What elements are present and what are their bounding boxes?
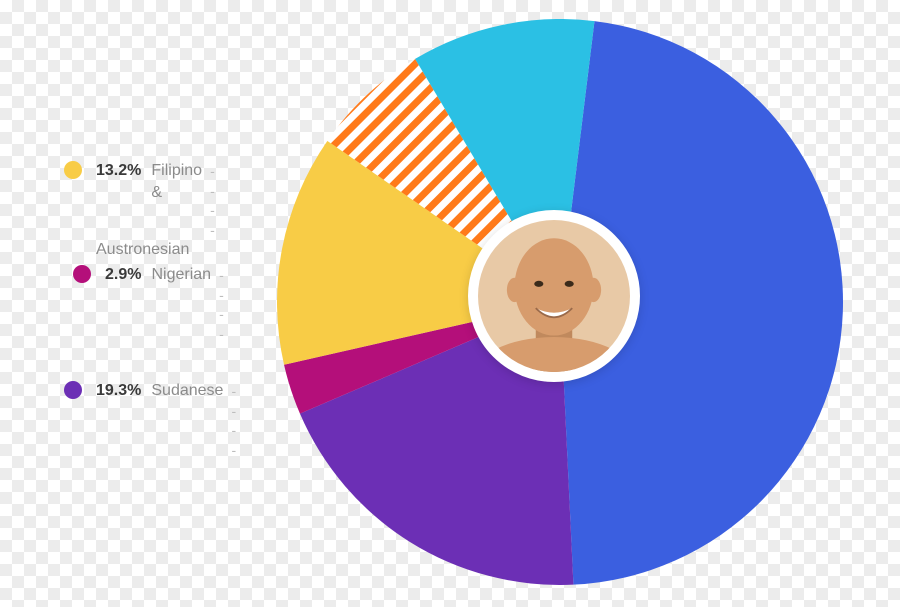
- legend-label: Sudanese: [151, 380, 223, 402]
- legend-leader-dashes: - - - -: [210, 162, 219, 240]
- legend-dot: [73, 265, 91, 283]
- legend-dot: [64, 381, 82, 399]
- legend-label-line2: Austronesian: [96, 239, 219, 261]
- legend-item: 2.9% Nigerian - - - -: [73, 264, 228, 343]
- legend-pct: 2.9%: [105, 264, 141, 286]
- avatar-icon: [478, 220, 630, 372]
- legend-dot: [64, 161, 82, 179]
- legend-text: 2.9% Nigerian - - - -: [105, 264, 228, 343]
- pie-chart: [277, 19, 843, 585]
- legend-pct: 13.2%: [96, 160, 141, 182]
- legend-label: Nigerian: [151, 264, 211, 286]
- legend-item: 19.3% Sudanese - - - -: [64, 380, 240, 459]
- legend-text: 13.2% Filipino & - - - -Austronesian: [96, 160, 219, 262]
- legend-item: 13.2% Filipino & - - - -Austronesian: [64, 160, 219, 262]
- legend-leader-dashes: - - - -: [231, 382, 240, 460]
- legend-text: 19.3% Sudanese - - - -: [96, 380, 240, 459]
- legend-label: Filipino &: [151, 160, 202, 205]
- legend-leader-dashes: - - - -: [219, 266, 228, 344]
- avatar-ring: [468, 210, 640, 382]
- legend-pct: 19.3%: [96, 380, 141, 402]
